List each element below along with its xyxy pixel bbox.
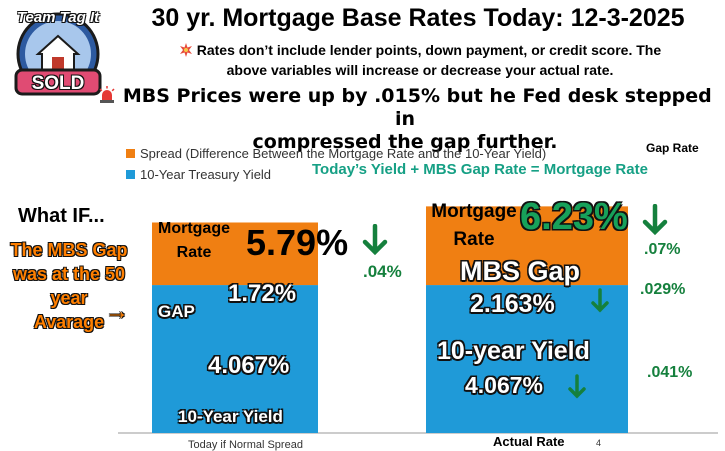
logo-top-text: Team Tag It [16, 9, 100, 26]
disclaimer-line-1: Rates don’t include lender points, down … [196, 42, 662, 58]
left-total-rate: 5.79% [246, 222, 349, 263]
burst-icon [179, 43, 192, 57]
bar-right-yield [426, 285, 628, 433]
what-if-line-1: The MBS Gap [10, 240, 128, 260]
x-label-right-mark: 4 [596, 438, 602, 448]
right-mortgage-label: Mortgage Rate [426, 198, 522, 254]
chart-legend: Spread (Difference Between the Mortgage … [126, 146, 546, 182]
right-yield-change: .041% [647, 364, 693, 381]
bar-right-spread [426, 206, 628, 286]
legend-item-spread: Spread (Difference Between the Mortgage … [126, 146, 546, 161]
right-mortgage-label-2: Rate [453, 229, 495, 250]
bar-left-spread [152, 222, 318, 286]
mbs-alert: MBS Prices were up by .015% but he Fed d… [95, 85, 715, 154]
rate-disclaimer: Rates don’t include lender points, down … [125, 40, 715, 80]
left-gap-label: GAP [158, 302, 195, 321]
right-total-change: .07% [644, 241, 681, 258]
legend-item-yield: 10-Year Treasury Yield [126, 167, 546, 182]
left-mortgage-label-1: Mortgage [158, 220, 230, 237]
right-total-rate: 6.23% [520, 196, 628, 238]
right-mortgage-label-1: Mortgage [431, 201, 517, 222]
rate-formula: Today’s Yield + MBS Gap Rate = Mortgage … [312, 161, 648, 178]
what-if-line-2: was at the 50 [12, 264, 126, 284]
what-if-line-4: Avarage [33, 312, 105, 332]
right-yield-value: 4.067% [465, 372, 544, 398]
x-label-left: Today if Normal Spread [188, 439, 303, 451]
left-gap-value: 1.72% [228, 280, 297, 307]
left-yield-label: 10-Year Yield [178, 407, 283, 426]
right-gap-change: .029% [640, 281, 686, 298]
page-title: 30 yr. Mortgage Base Rates Today: 12-3-2… [151, 4, 685, 32]
what-if-line-3: year [50, 288, 88, 308]
x-label-right: Actual Rate [493, 434, 565, 449]
legend-label-spread: Spread (Difference Between the Mortgage … [140, 146, 547, 161]
left-mortgage-label-2: Rate [176, 244, 212, 261]
what-if-heading: What IF... [18, 205, 105, 227]
logo-badge-icon [14, 12, 102, 96]
alert-line-1: MBS Prices were up by .015% but he Fed d… [122, 85, 712, 130]
right-yield-label: 10-year Yield [437, 337, 590, 365]
alert-line-2: compressed the gap further. [252, 131, 558, 153]
team-tag-it-logo: Team Tag It SOLD [2, 4, 114, 104]
logo-badge-text: SOLD [31, 73, 85, 94]
right-down-arrow-icon [642, 204, 668, 236]
left-mortgage-label: Mortgage Rate [148, 217, 240, 265]
legend-label-yield: 10-Year Treasury Yield [140, 167, 272, 182]
right-gap-value: 2.163% [470, 290, 555, 318]
what-if-text: The MBS Gap was at the 50 year Avarage [6, 238, 132, 334]
disclaimer-line-2: above variables will increase or decreas… [226, 62, 614, 78]
right-gap-label: MBS Gap [460, 256, 581, 286]
left-down-arrow-icon [362, 224, 388, 256]
gap-rate-header: Gap Rate [646, 141, 699, 155]
bar-left-yield [152, 285, 318, 433]
siren-icon [99, 86, 115, 103]
left-yield-value: 4.067% [208, 352, 290, 379]
legend-swatch-yield [126, 170, 135, 179]
right-gap-down-arrow-icon [591, 288, 609, 313]
legend-swatch-spread [126, 149, 135, 158]
what-if-arrow-icon: → [105, 298, 129, 325]
left-total-change: .04% [363, 262, 402, 281]
right-yield-down-arrow-icon [568, 374, 586, 399]
